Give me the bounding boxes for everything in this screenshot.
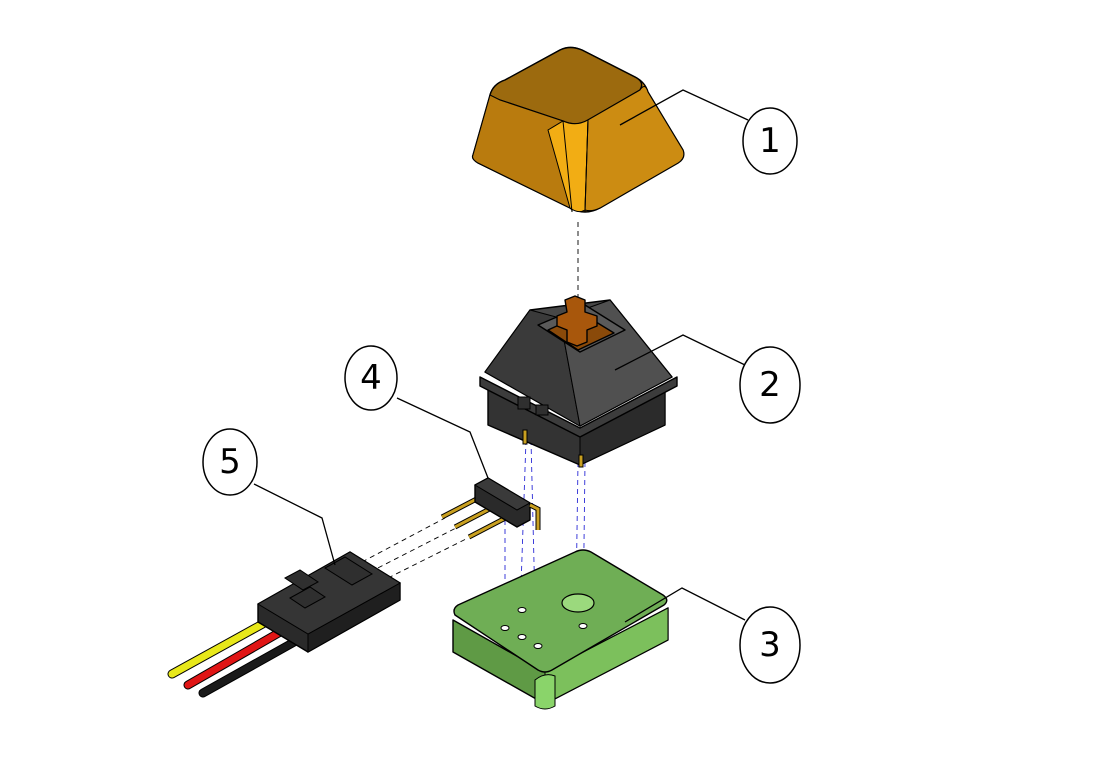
balloon-1-circle [742, 107, 798, 175]
balloon-3-number: 3 [759, 625, 781, 665]
balloon-2-circle [739, 346, 801, 424]
callout-5: 5 [202, 428, 336, 566]
pcb-board [452, 549, 669, 710]
callout-2: 2 [614, 334, 801, 424]
callout-1: 1 [619, 89, 798, 175]
balloon-5-circle [202, 428, 258, 496]
balloon-1-number: 1 [759, 121, 781, 161]
balloon-5-number: 5 [219, 442, 241, 482]
balloon-3-circle [739, 606, 801, 684]
callout-3: 3 [624, 587, 801, 684]
balloon-4-number: 4 [360, 358, 382, 398]
pin-header [440, 477, 541, 540]
wire-connector [167, 551, 401, 698]
callout-4: 4 [344, 345, 489, 479]
balloon-2-number: 2 [759, 365, 781, 405]
assembly-guides [361, 222, 586, 646]
keycap [471, 46, 685, 213]
key-switch [479, 295, 678, 468]
balloon-4-circle [344, 345, 398, 411]
